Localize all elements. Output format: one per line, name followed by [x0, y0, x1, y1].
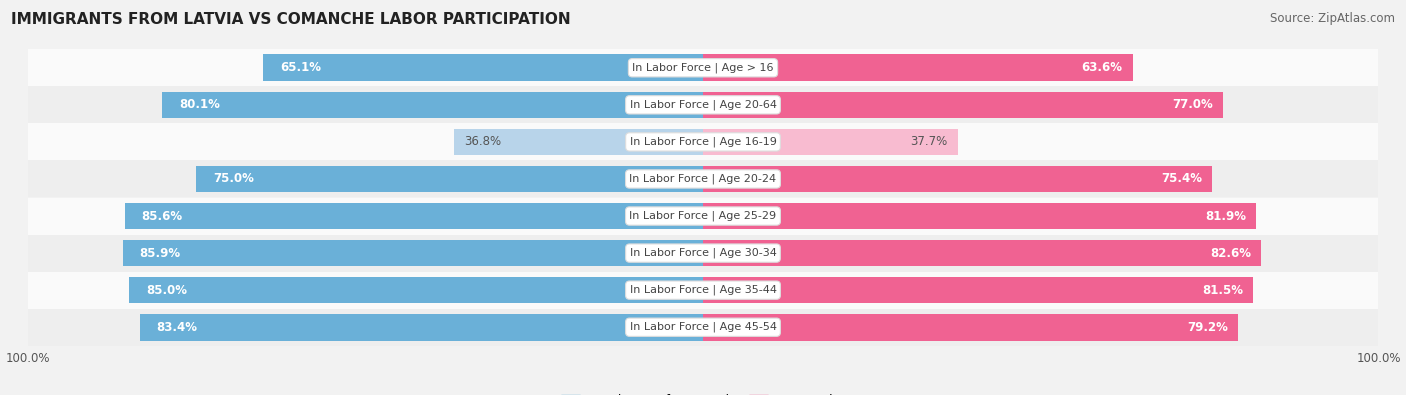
Bar	[703, 166, 1212, 192]
Bar	[703, 314, 1237, 340]
Text: 81.9%: 81.9%	[1205, 209, 1246, 222]
Bar	[129, 277, 703, 303]
Bar	[28, 160, 1378, 198]
Text: 82.6%: 82.6%	[1209, 246, 1251, 260]
Bar	[263, 55, 703, 81]
Text: 77.0%: 77.0%	[1173, 98, 1213, 111]
Text: 75.4%: 75.4%	[1161, 173, 1202, 186]
Bar	[28, 235, 1378, 272]
Text: In Labor Force | Age 25-29: In Labor Force | Age 25-29	[630, 211, 776, 221]
Text: In Labor Force | Age 45-54: In Labor Force | Age 45-54	[630, 322, 776, 333]
Text: 79.2%: 79.2%	[1187, 321, 1227, 334]
Bar	[28, 123, 1378, 160]
Bar	[197, 166, 703, 192]
Bar	[122, 240, 703, 267]
Bar	[28, 198, 1378, 235]
Bar	[703, 55, 1133, 81]
Bar	[703, 203, 1256, 229]
Text: Source: ZipAtlas.com: Source: ZipAtlas.com	[1270, 12, 1395, 25]
Text: 36.8%: 36.8%	[464, 135, 502, 149]
Text: In Labor Force | Age 16-19: In Labor Force | Age 16-19	[630, 137, 776, 147]
Bar	[139, 314, 703, 340]
Text: 37.7%: 37.7%	[910, 135, 948, 149]
Bar	[454, 128, 703, 155]
Text: 65.1%: 65.1%	[280, 61, 321, 74]
Bar	[28, 49, 1378, 87]
Text: In Labor Force | Age > 16: In Labor Force | Age > 16	[633, 62, 773, 73]
Bar	[703, 92, 1223, 118]
Bar	[703, 128, 957, 155]
Bar	[162, 92, 703, 118]
Text: In Labor Force | Age 20-24: In Labor Force | Age 20-24	[630, 174, 776, 184]
Text: 80.1%: 80.1%	[179, 98, 219, 111]
Bar	[28, 272, 1378, 308]
Text: 85.9%: 85.9%	[139, 246, 181, 260]
Bar	[703, 277, 1254, 303]
Text: 83.4%: 83.4%	[156, 321, 198, 334]
Text: 75.0%: 75.0%	[214, 173, 254, 186]
Text: In Labor Force | Age 30-34: In Labor Force | Age 30-34	[630, 248, 776, 258]
Text: IMMIGRANTS FROM LATVIA VS COMANCHE LABOR PARTICIPATION: IMMIGRANTS FROM LATVIA VS COMANCHE LABOR…	[11, 12, 571, 27]
Bar	[28, 308, 1378, 346]
Text: 81.5%: 81.5%	[1202, 284, 1243, 297]
Bar	[125, 203, 703, 229]
Text: 85.6%: 85.6%	[142, 209, 183, 222]
Text: 85.0%: 85.0%	[146, 284, 187, 297]
Legend: Immigrants from Latvia, Comanche: Immigrants from Latvia, Comanche	[561, 394, 845, 395]
Bar	[703, 240, 1261, 267]
Bar	[28, 87, 1378, 123]
Text: In Labor Force | Age 20-64: In Labor Force | Age 20-64	[630, 100, 776, 110]
Text: 63.6%: 63.6%	[1081, 61, 1122, 74]
Text: In Labor Force | Age 35-44: In Labor Force | Age 35-44	[630, 285, 776, 295]
